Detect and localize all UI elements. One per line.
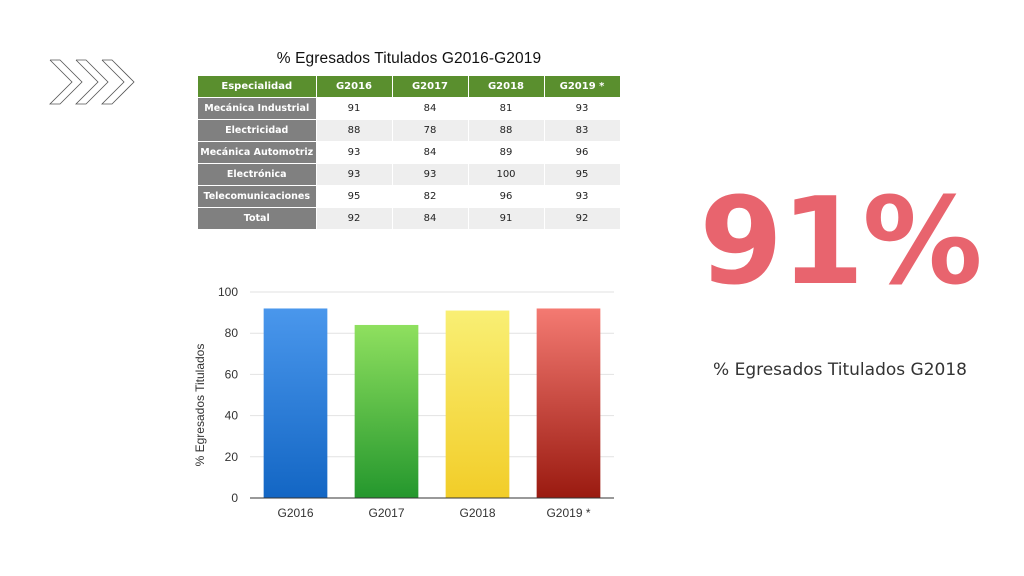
x-tick-label: G2016 — [277, 506, 313, 520]
y-axis-label: % Egresados Titulados — [193, 344, 207, 467]
table-cell: 93 — [316, 163, 393, 186]
table-cell: 88 — [316, 119, 393, 142]
big-stat-caption: % Egresados Titulados G2018 — [713, 360, 967, 380]
table-cell: 95 — [544, 163, 621, 186]
table-cell: 81 — [468, 97, 545, 120]
y-tick-label: 0 — [231, 491, 238, 505]
table-row: Electrónica 93 93 100 95 — [198, 163, 621, 186]
table-cell: 91 — [468, 207, 545, 230]
column-header: Especialidad — [198, 76, 317, 98]
table-title: % Egresados Titulados G2016-G2019 — [276, 50, 542, 67]
chevrons-decoration — [49, 59, 135, 105]
x-tick-label: G2017 — [368, 506, 404, 520]
table-row: Total 92 84 91 92 — [198, 207, 621, 230]
row-label: Mecánica Industrial — [198, 97, 317, 120]
column-header: G2017 — [392, 76, 469, 98]
bar — [445, 310, 510, 498]
x-tick-label: G2018 — [459, 506, 495, 520]
table-row: Telecomunicaciones 95 82 96 93 — [198, 185, 621, 208]
y-tick-label: 40 — [225, 409, 239, 423]
table-cell: 95 — [316, 185, 393, 208]
table-cell: 82 — [392, 185, 469, 208]
table-cell: 96 — [544, 141, 621, 164]
chevron-right-icon — [49, 59, 83, 105]
bar — [263, 308, 328, 498]
table-cell: 84 — [392, 97, 469, 120]
table-cell: 93 — [316, 141, 393, 164]
row-label: Electricidad — [198, 119, 317, 142]
table-header-row: Especialidad G2016 G2017 G2018 G2019 * — [198, 76, 621, 98]
column-header: G2018 — [468, 76, 545, 98]
row-label: Electrónica — [198, 163, 317, 186]
table-cell: 100 — [468, 163, 545, 186]
table-cell: 92 — [316, 207, 393, 230]
data-table: Especialidad G2016 G2017 G2018 G2019 * M… — [198, 76, 621, 230]
table-cell: 93 — [392, 163, 469, 186]
table-cell: 89 — [468, 141, 545, 164]
table-row: Mecánica Industrial 91 84 81 93 — [198, 97, 621, 120]
row-label: Mecánica Automotriz — [198, 141, 317, 164]
y-tick-label: 20 — [225, 450, 239, 464]
table-cell: 84 — [392, 141, 469, 164]
bar — [536, 308, 601, 498]
table-cell: 91 — [316, 97, 393, 120]
axes: 0 20 40 60 80 100 G2016 G2017 G2018 G2019 * — [218, 285, 614, 520]
table-cell: 96 — [468, 185, 545, 208]
column-header: G2016 — [316, 76, 393, 98]
table-cell: 88 — [468, 119, 545, 142]
big-stat-value: 91% — [699, 173, 982, 312]
chevron-right-icon — [101, 59, 135, 105]
column-header: G2019 * — [544, 76, 621, 98]
chevron-right-icon — [75, 59, 109, 105]
table-cell: 93 — [544, 185, 621, 208]
bar-chart: 0 20 40 60 80 100 G2016 G2017 G2018 G2019 * % Egr… — [193, 285, 614, 520]
bar — [354, 324, 419, 498]
row-label: Total — [198, 207, 317, 230]
table-cell: 93 — [544, 97, 621, 120]
y-tick-label: 80 — [225, 326, 239, 340]
y-tick-label: 60 — [225, 367, 239, 381]
x-tick-label: G2019 * — [546, 506, 590, 520]
y-tick-label: 100 — [218, 285, 238, 299]
table-cell: 78 — [392, 119, 469, 142]
table-cell: 84 — [392, 207, 469, 230]
table-row: Mecánica Automotriz 93 84 89 96 — [198, 141, 621, 164]
table-row: Electricidad 88 78 88 83 — [198, 119, 621, 142]
row-label: Telecomunicaciones — [198, 185, 317, 208]
bars — [263, 308, 601, 498]
table-cell: 83 — [544, 119, 621, 142]
table-cell: 92 — [544, 207, 621, 230]
